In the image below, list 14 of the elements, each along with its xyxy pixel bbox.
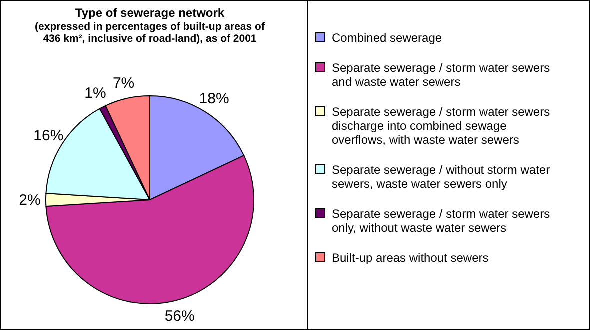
data-label: 1%	[84, 85, 106, 102]
legend-label: Built-up areas without sewers	[332, 251, 489, 265]
legend-label: Separate sewerage / storm water sewers and waste water sewers	[332, 61, 550, 89]
data-label: 56%	[164, 308, 195, 326]
data-label: 18%	[199, 90, 230, 108]
legend-label: Separate sewerage / storm water sewers discharge into combined sewage overflows, with waste water sewers	[332, 105, 550, 147]
data-label: 7%	[112, 74, 135, 92]
legend-label: Combined sewerage	[332, 31, 442, 45]
chart-subtitle: (expressed in percentages of built-up areas of 436 km², inclusive of road-land), as of 2001	[35, 21, 266, 45]
data-label: 16%	[34, 128, 64, 145]
legend-label: Separate sewerage / without storm water sewers, waste water sewers only	[332, 163, 550, 191]
data-label: 2%	[19, 192, 41, 209]
legend-label: Separate sewerage / storm water sewers only, without waste water sewers	[332, 207, 550, 235]
chart-title: Type of sewerage network	[75, 6, 225, 20]
